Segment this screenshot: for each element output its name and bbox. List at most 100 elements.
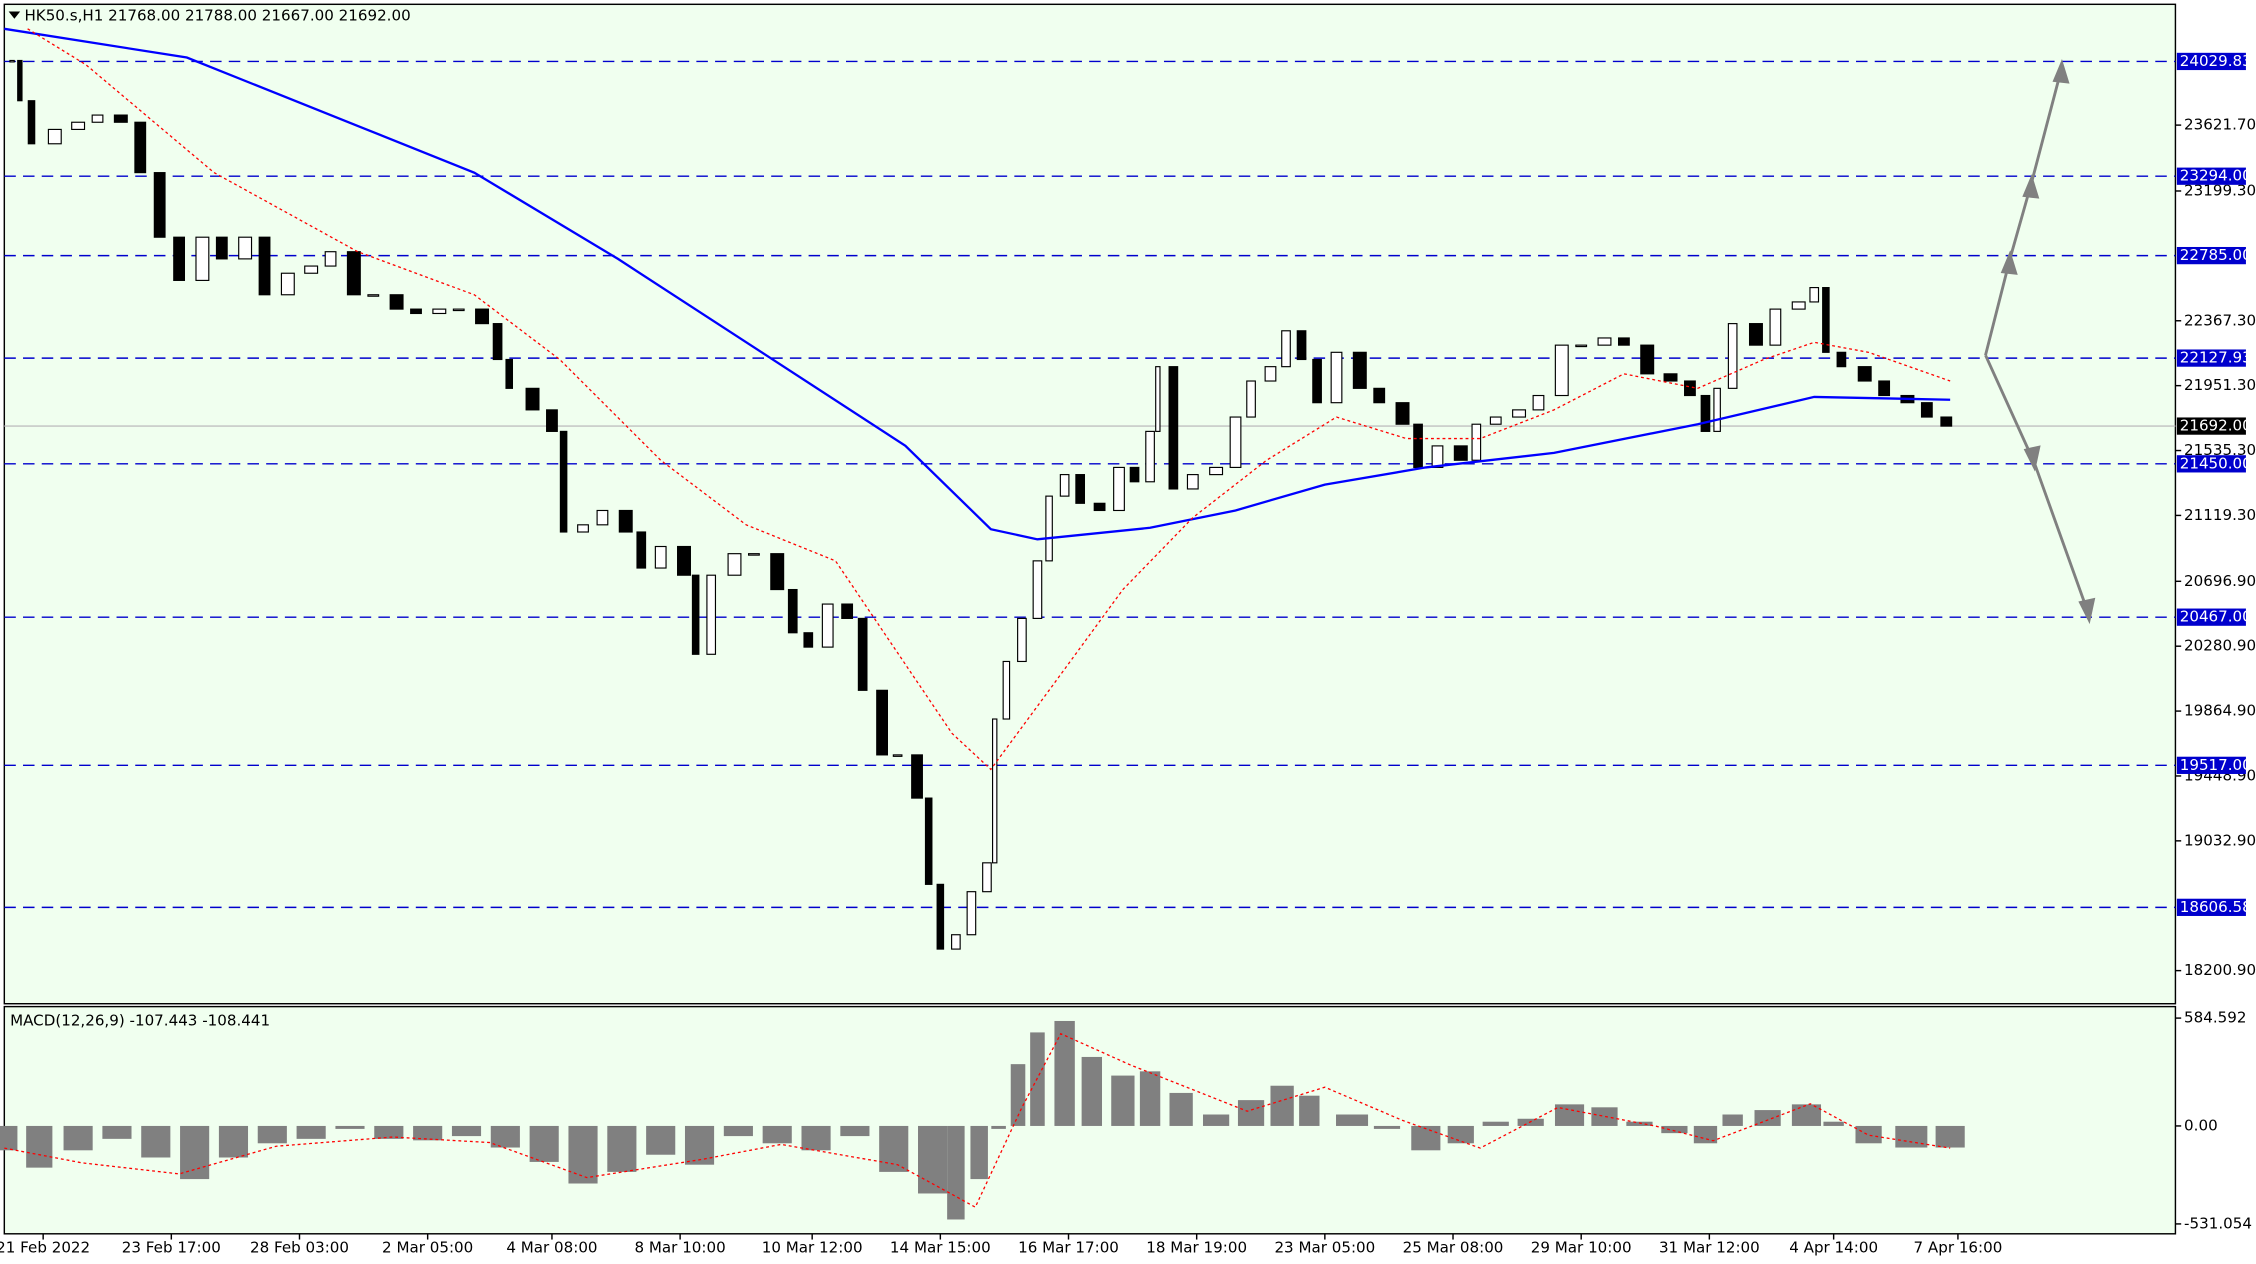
- candle: [452, 308, 465, 312]
- candle: [492, 323, 503, 361]
- x-tick-label: 7 Apr 16:00: [1914, 1239, 2003, 1257]
- candle: [1809, 287, 1820, 303]
- x-tick-label: 31 Mar 12:00: [1659, 1239, 1760, 1257]
- candle: [1836, 351, 1847, 368]
- candle: [1597, 337, 1612, 346]
- x-tick-label: 10 Mar 12:00: [762, 1239, 863, 1257]
- candle: [1017, 617, 1027, 663]
- candle: [1264, 366, 1277, 382]
- y-tick-label: 20696.90: [2184, 572, 2256, 590]
- macd-bar: [1054, 1020, 1075, 1126]
- candle: [821, 603, 834, 648]
- ma-line: [4, 27, 1951, 541]
- level-label: 19517.00: [2180, 756, 2252, 774]
- candle: [1059, 474, 1070, 497]
- candle: [1168, 366, 1179, 490]
- candle: [618, 509, 633, 533]
- candle: [1512, 409, 1527, 418]
- candle: [432, 308, 447, 315]
- level-label-bg: [2176, 608, 2246, 626]
- macd-bar: [218, 1125, 249, 1158]
- macd-bar: [1111, 1075, 1135, 1126]
- candle: [1032, 560, 1043, 619]
- candle: [677, 545, 691, 576]
- candle: [1330, 351, 1343, 404]
- candle: [636, 531, 647, 569]
- macd-bar: [141, 1125, 171, 1158]
- macd-bar: [296, 1125, 326, 1139]
- y-tick-label: 23199.30: [2184, 181, 2256, 199]
- candle: [1296, 330, 1307, 361]
- macd-bar: [1010, 1064, 1026, 1126]
- candle: [1617, 337, 1630, 346]
- candle: [258, 236, 271, 296]
- candle: [936, 883, 945, 950]
- y-tick-label: 584.592: [2184, 1009, 2246, 1027]
- macd-bar: [374, 1125, 404, 1139]
- level-label: 21450.00: [2180, 454, 2252, 472]
- chart-title: HK50.s,H1 21768.00 21788.00 21667.00 216…: [24, 6, 410, 24]
- macd-bar: [801, 1125, 831, 1151]
- candle: [1352, 351, 1367, 389]
- macd-bar: [1935, 1125, 1965, 1148]
- macd-bar: [947, 1125, 965, 1220]
- level-label: 22785.00: [2180, 246, 2252, 264]
- candle: [280, 272, 295, 296]
- candle: [1471, 423, 1482, 461]
- macd-bar: [490, 1125, 520, 1148]
- x-tick-label: 2 Mar 05:00: [382, 1239, 473, 1257]
- candle: [1002, 660, 1011, 720]
- macd-bar: [1081, 1056, 1103, 1126]
- candle: [876, 689, 888, 756]
- candle: [475, 308, 490, 325]
- candle: [1554, 344, 1569, 397]
- macd-bar: [180, 1125, 210, 1180]
- x-tick-label: 23 Mar 05:00: [1274, 1239, 1375, 1257]
- candle: [525, 387, 540, 411]
- level-label: 20467.00: [2180, 608, 2252, 626]
- candle: [1186, 474, 1199, 490]
- y-tick-label: 23621.70: [2184, 116, 2256, 134]
- candle: [1045, 495, 1053, 562]
- candle: [727, 553, 742, 576]
- candle: [1748, 323, 1763, 346]
- macd-bar: [257, 1125, 287, 1144]
- candle: [1413, 423, 1423, 469]
- candle: [1575, 344, 1588, 348]
- level-label-bg: [2176, 349, 2246, 367]
- candle: [951, 934, 961, 950]
- macd-bar: [1855, 1125, 1882, 1144]
- menu-triangle[interactable]: [8, 11, 21, 19]
- candle: [389, 294, 404, 310]
- candle: [1727, 323, 1738, 389]
- arrow-head: [2022, 174, 2040, 199]
- candle: [1878, 380, 1891, 397]
- macd-bar: [1237, 1100, 1265, 1126]
- macd-bar: [1722, 1114, 1743, 1126]
- dotted-ma-line: [27, 28, 1951, 771]
- macd-bar: [723, 1125, 753, 1137]
- candle: [803, 632, 814, 648]
- macd-bar: [335, 1125, 365, 1129]
- candle: [1640, 344, 1655, 375]
- candle: [1312, 358, 1322, 404]
- macd-bar: [762, 1125, 792, 1144]
- macd-bar: [568, 1125, 598, 1184]
- level-label: 23294.00: [2180, 167, 2252, 185]
- arrow-head: [2023, 445, 2041, 472]
- level-label: 24029.83: [2180, 52, 2252, 70]
- arrow-head: [2078, 597, 2096, 625]
- macd-bar: [684, 1125, 715, 1165]
- level-label-bg: [2176, 52, 2246, 71]
- candle: [1489, 416, 1502, 425]
- macd-bar: [1169, 1092, 1193, 1126]
- candle: [1155, 366, 1161, 432]
- candle: [47, 128, 62, 145]
- x-tick-label: 16 Mar 17:00: [1018, 1239, 1119, 1257]
- y-tick-label: 22367.30: [2184, 311, 2256, 329]
- macd-bar: [840, 1125, 870, 1137]
- macd-bar: [970, 1125, 988, 1180]
- candle: [238, 236, 253, 260]
- macd-bar: [1373, 1125, 1401, 1129]
- y-tick-label: 20280.90: [2184, 637, 2256, 655]
